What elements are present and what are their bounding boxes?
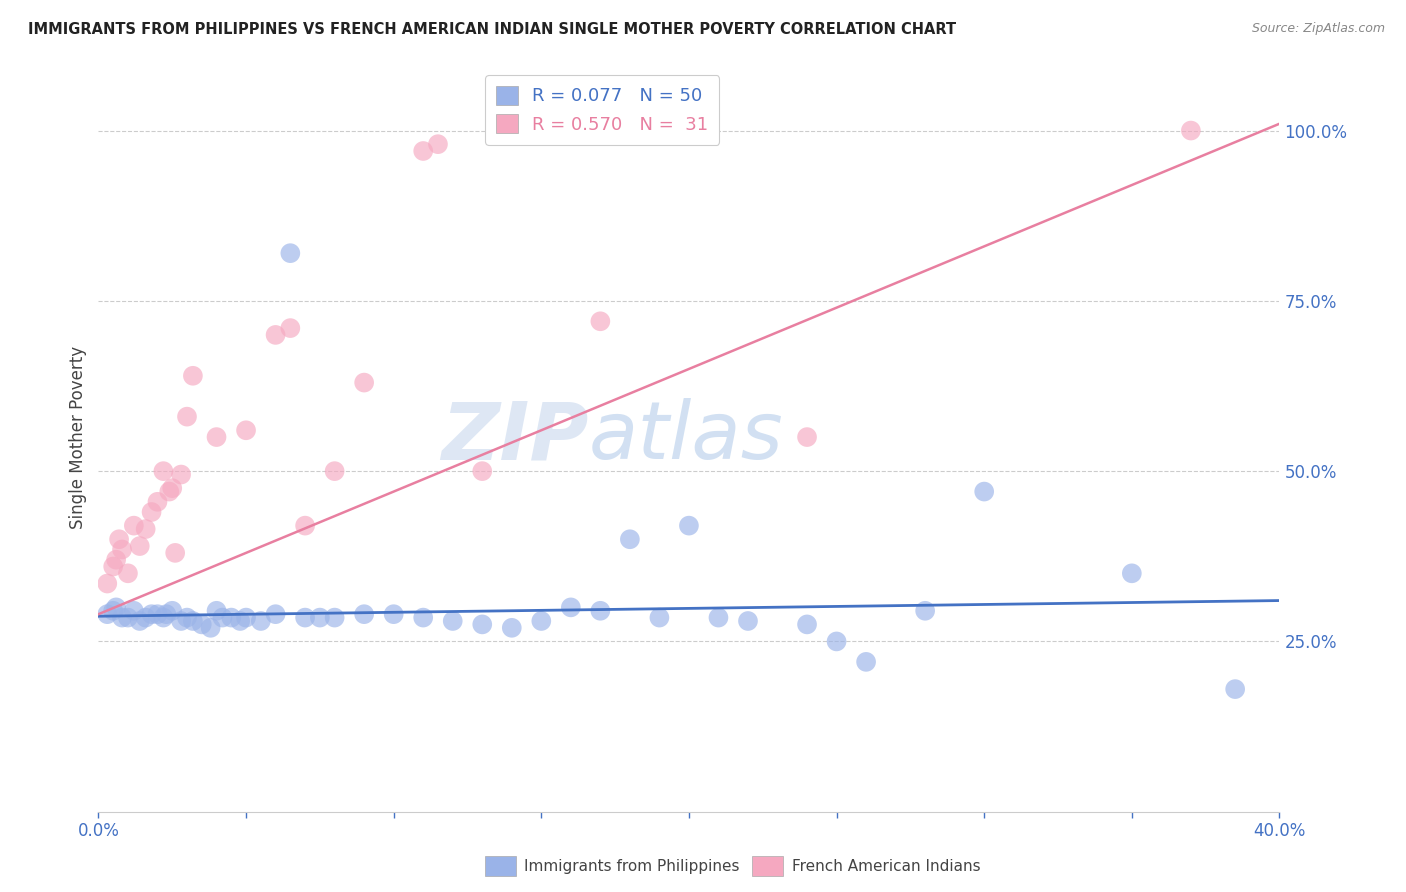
Point bbox=[353, 376, 375, 390]
Point bbox=[122, 518, 145, 533]
Point bbox=[412, 144, 434, 158]
Point bbox=[973, 484, 995, 499]
Point bbox=[678, 518, 700, 533]
Point bbox=[309, 610, 332, 624]
Point bbox=[205, 430, 228, 444]
Point bbox=[589, 314, 612, 328]
Point bbox=[108, 533, 131, 547]
Point bbox=[353, 607, 375, 622]
Point bbox=[111, 542, 134, 557]
Point bbox=[471, 464, 494, 478]
Point bbox=[117, 566, 139, 581]
Point bbox=[280, 246, 302, 260]
Point bbox=[530, 614, 553, 628]
Point bbox=[122, 604, 145, 618]
Point bbox=[796, 430, 818, 444]
Point bbox=[441, 614, 464, 628]
Point bbox=[471, 617, 494, 632]
Point bbox=[427, 137, 450, 152]
Point bbox=[1225, 682, 1247, 697]
Point bbox=[501, 621, 523, 635]
Point bbox=[229, 614, 252, 628]
Text: Immigrants from Philippines: Immigrants from Philippines bbox=[524, 859, 740, 873]
Point bbox=[707, 610, 730, 624]
Point bbox=[96, 607, 118, 622]
Text: Source: ZipAtlas.com: Source: ZipAtlas.com bbox=[1251, 22, 1385, 36]
Point bbox=[250, 614, 273, 628]
Point bbox=[141, 607, 163, 622]
Point bbox=[264, 607, 287, 622]
Point bbox=[162, 604, 183, 618]
Point bbox=[128, 539, 150, 553]
Text: atlas: atlas bbox=[589, 398, 783, 476]
Point bbox=[235, 423, 257, 437]
Y-axis label: Single Mother Poverty: Single Mother Poverty bbox=[69, 345, 87, 529]
Point bbox=[211, 610, 233, 624]
Point bbox=[235, 610, 257, 624]
Text: French American Indians: French American Indians bbox=[792, 859, 980, 873]
Point bbox=[280, 321, 302, 335]
Point bbox=[560, 600, 582, 615]
Legend: R = 0.077   N = 50, R = 0.570   N =  31: R = 0.077 N = 50, R = 0.570 N = 31 bbox=[485, 75, 720, 145]
Point bbox=[648, 610, 671, 624]
Point bbox=[146, 495, 169, 509]
Text: IMMIGRANTS FROM PHILIPPINES VS FRENCH AMERICAN INDIAN SINGLE MOTHER POVERTY CORR: IMMIGRANTS FROM PHILIPPINES VS FRENCH AM… bbox=[28, 22, 956, 37]
Point bbox=[176, 409, 198, 424]
Point bbox=[96, 576, 118, 591]
Point bbox=[737, 614, 759, 628]
Point bbox=[105, 600, 128, 615]
Point bbox=[141, 505, 163, 519]
Point bbox=[221, 610, 243, 624]
Point bbox=[117, 610, 139, 624]
Point bbox=[170, 614, 193, 628]
Point bbox=[135, 610, 157, 624]
Point bbox=[382, 607, 405, 622]
Point bbox=[914, 604, 936, 618]
Point bbox=[170, 467, 193, 482]
Point bbox=[825, 634, 848, 648]
Point bbox=[152, 464, 174, 478]
Point bbox=[205, 604, 228, 618]
Point bbox=[264, 327, 287, 342]
Point bbox=[165, 546, 187, 560]
Point bbox=[103, 604, 125, 618]
Point bbox=[157, 484, 180, 499]
Point bbox=[146, 607, 169, 622]
Point bbox=[1180, 123, 1202, 137]
Point bbox=[176, 610, 198, 624]
Point bbox=[181, 368, 204, 383]
Point bbox=[135, 522, 157, 536]
Point bbox=[855, 655, 877, 669]
Point bbox=[294, 518, 316, 533]
Point bbox=[162, 481, 183, 495]
Point bbox=[323, 464, 346, 478]
Point bbox=[294, 610, 316, 624]
Point bbox=[128, 614, 150, 628]
Point bbox=[181, 614, 204, 628]
Point bbox=[111, 610, 134, 624]
Point bbox=[619, 533, 641, 547]
Point bbox=[103, 559, 125, 574]
Point bbox=[323, 610, 346, 624]
Point bbox=[1121, 566, 1143, 581]
Point bbox=[155, 607, 177, 622]
Point bbox=[191, 617, 214, 632]
Point bbox=[589, 604, 612, 618]
Point bbox=[152, 610, 174, 624]
Text: ZIP: ZIP bbox=[441, 398, 589, 476]
Point bbox=[796, 617, 818, 632]
Point bbox=[105, 552, 128, 566]
Point bbox=[412, 610, 434, 624]
Point bbox=[200, 621, 222, 635]
